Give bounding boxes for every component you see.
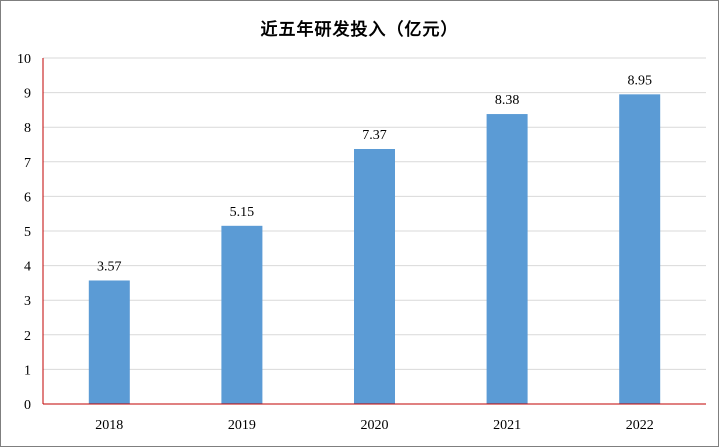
- bar-2019: [221, 225, 263, 404]
- y-tick-label: 8: [24, 121, 31, 136]
- bars: [88, 94, 661, 404]
- x-tick-label-2020: 2020: [361, 418, 389, 433]
- data-label-2019: 5.15: [230, 205, 255, 220]
- bar-2021: [486, 114, 528, 404]
- axes: [42, 58, 706, 405]
- bar-2020: [354, 148, 395, 404]
- data-label-2020: 7.37: [362, 128, 387, 143]
- y-tick-label: 4: [24, 260, 31, 275]
- labels: 0 1 2 3 4 5 6 7 8 9 10 3.57 2018 5.15 2019 7.37 2020 8.38…: [17, 52, 654, 433]
- data-label-2021: 8.38: [495, 93, 520, 108]
- y-tick-label: 1: [24, 363, 31, 378]
- data-label-2018: 3.57: [97, 259, 122, 274]
- y-tick-label: 0: [24, 398, 31, 413]
- y-tick-label: 3: [24, 294, 31, 309]
- bar-2018: [88, 280, 130, 404]
- bar-2022: [619, 94, 661, 404]
- y-tick-label: 5: [24, 225, 31, 240]
- x-tick-label-2022: 2022: [626, 418, 654, 433]
- data-label-2022: 8.95: [627, 73, 652, 88]
- x-tick-label-2021: 2021: [493, 418, 521, 433]
- y-tick-label: 2: [24, 329, 31, 344]
- y-tick-label: 6: [24, 190, 31, 205]
- x-tick-label-2018: 2018: [95, 418, 123, 433]
- y-tick-label: 9: [24, 87, 31, 102]
- y-tick-label: 10: [17, 52, 31, 67]
- y-tick-label: 7: [24, 156, 31, 171]
- chart-title: 近五年研发投入（亿元）: [260, 20, 459, 40]
- x-tick-label-2019: 2019: [228, 418, 256, 433]
